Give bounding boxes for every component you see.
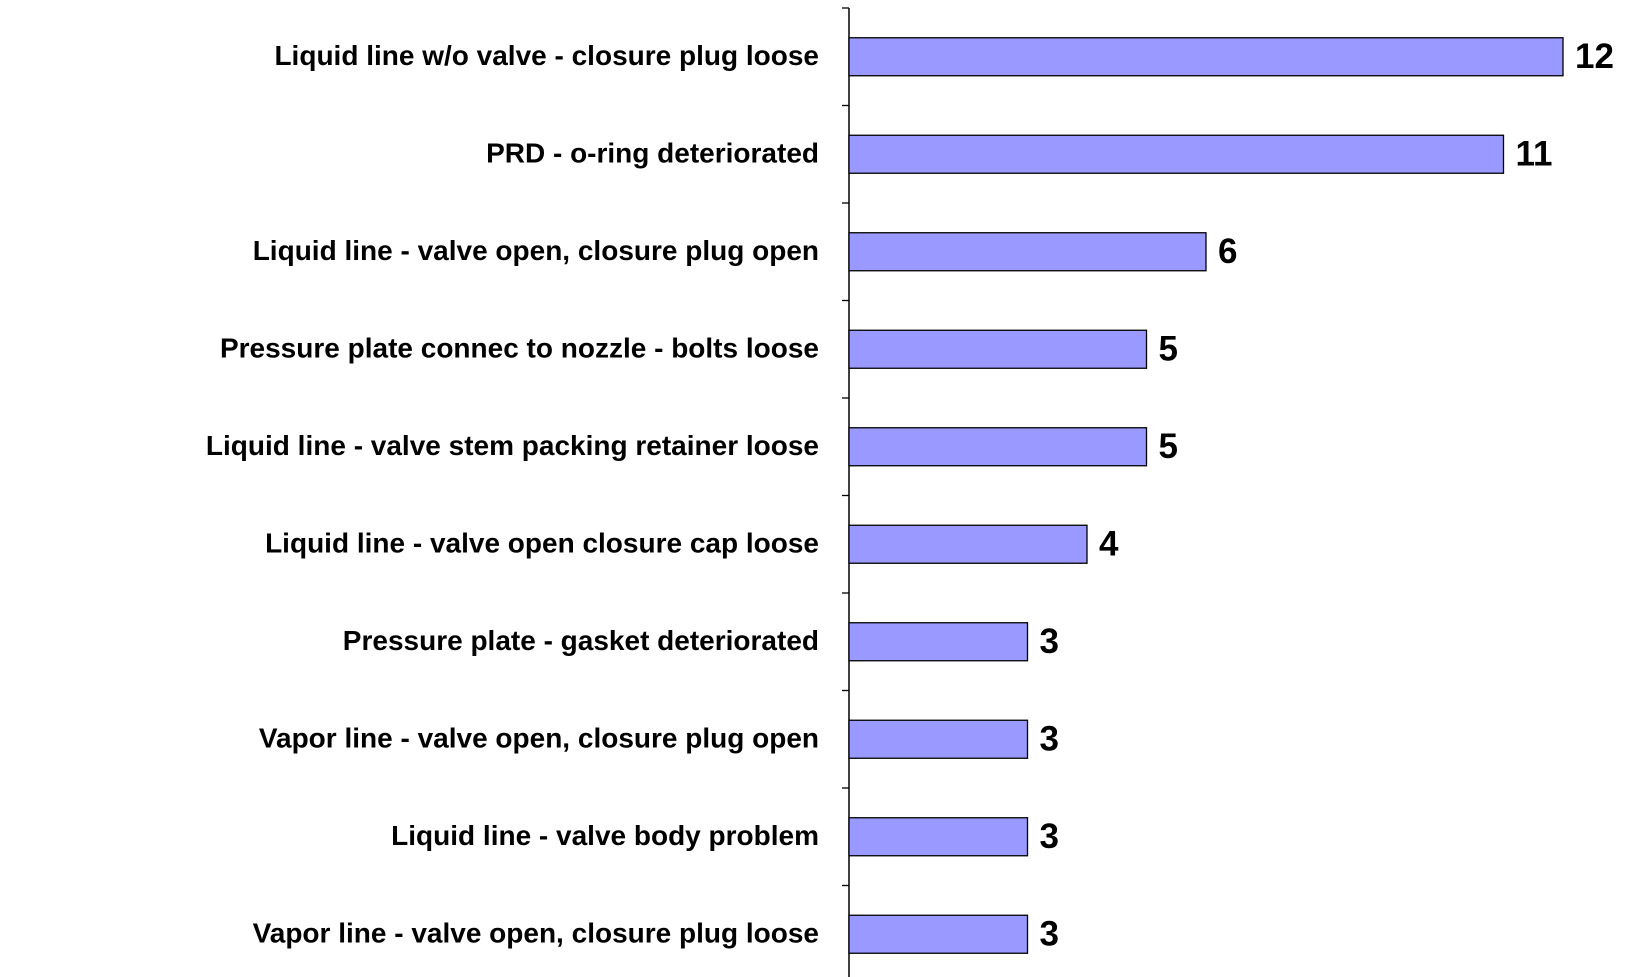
value-label: 11 — [1516, 135, 1553, 174]
value-label: 3 — [1040, 720, 1059, 759]
bar — [848, 817, 1029, 857]
category-label: Pressure plate - gasket deteriorated — [343, 625, 819, 656]
bar — [848, 914, 1029, 954]
category-label: Liquid line - valve body problem — [391, 820, 819, 851]
category-label: Vapor line - valve open, closure plug op… — [259, 723, 819, 754]
value-label: 6 — [1218, 232, 1237, 271]
value-label: 3 — [1040, 817, 1059, 856]
value-label: 4 — [1099, 525, 1119, 564]
value-label: 5 — [1159, 427, 1178, 466]
category-label: Liquid line - valve stem packing retaine… — [206, 430, 819, 461]
category-label: PRD - o-ring deteriorated — [486, 138, 819, 169]
category-label: Liquid line - valve open, closure plug o… — [253, 235, 819, 266]
value-label: 12 — [1575, 37, 1614, 76]
bar — [848, 329, 1148, 369]
category-label: Pressure plate connec to nozzle - bolts … — [220, 333, 819, 364]
bar — [848, 134, 1505, 174]
category-label: Vapor line - valve open, closure plug lo… — [253, 918, 819, 949]
bar — [848, 719, 1029, 759]
category-label: Liquid line - valve open closure cap loo… — [265, 528, 819, 559]
value-label: 3 — [1040, 915, 1059, 954]
value-label: 3 — [1040, 622, 1059, 661]
bar — [848, 37, 1564, 77]
bar — [848, 427, 1148, 467]
bar — [848, 622, 1029, 662]
value-label: 5 — [1159, 330, 1178, 369]
category-label: Liquid line w/o valve - closure plug loo… — [274, 40, 819, 71]
bar — [848, 232, 1207, 272]
bar — [848, 524, 1088, 564]
